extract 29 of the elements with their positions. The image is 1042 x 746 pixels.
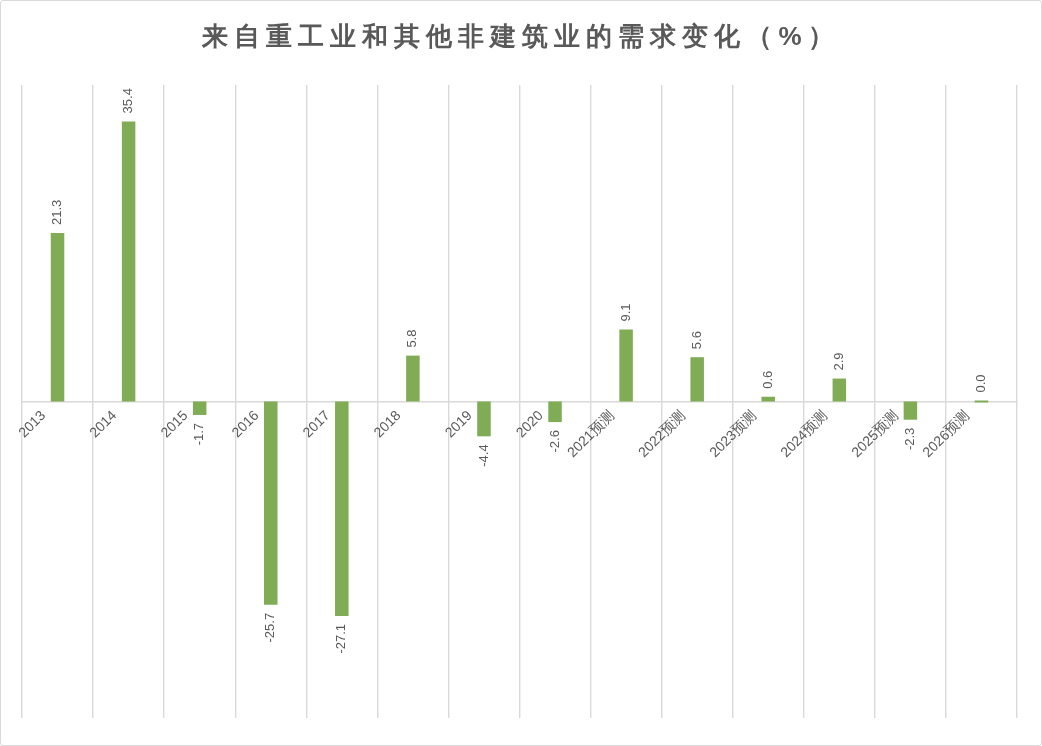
bar <box>690 357 704 402</box>
data-label: -27.1 <box>333 623 349 654</box>
data-label: 2.9 <box>830 352 846 371</box>
bar <box>192 401 207 415</box>
bar <box>974 400 989 403</box>
data-label: 35.4 <box>120 88 136 114</box>
bar <box>335 401 349 616</box>
bar <box>619 329 633 402</box>
bar <box>832 378 847 402</box>
data-label: 9.1 <box>617 303 633 322</box>
data-label: -2.3 <box>901 427 917 451</box>
data-label: -25.7 <box>262 612 278 643</box>
bar <box>406 355 420 402</box>
data-label: 5.6 <box>688 331 704 350</box>
data-label: 0.0 <box>973 374 989 393</box>
bar <box>548 401 562 423</box>
data-label: -4.4 <box>475 444 491 467</box>
data-label: -2.6 <box>546 430 562 453</box>
data-label: 5.8 <box>404 329 420 348</box>
data-label: 0.6 <box>759 370 775 389</box>
bar <box>477 401 491 437</box>
bar <box>761 396 775 402</box>
bar <box>121 121 136 402</box>
data-label: 21.3 <box>49 199 65 225</box>
bar <box>50 232 65 402</box>
bar <box>264 401 278 605</box>
data-label: -1.7 <box>191 422 207 446</box>
bar <box>903 401 918 420</box>
chart-title: 来自重工业和其他非建筑业的需求变化（%） <box>201 20 841 53</box>
